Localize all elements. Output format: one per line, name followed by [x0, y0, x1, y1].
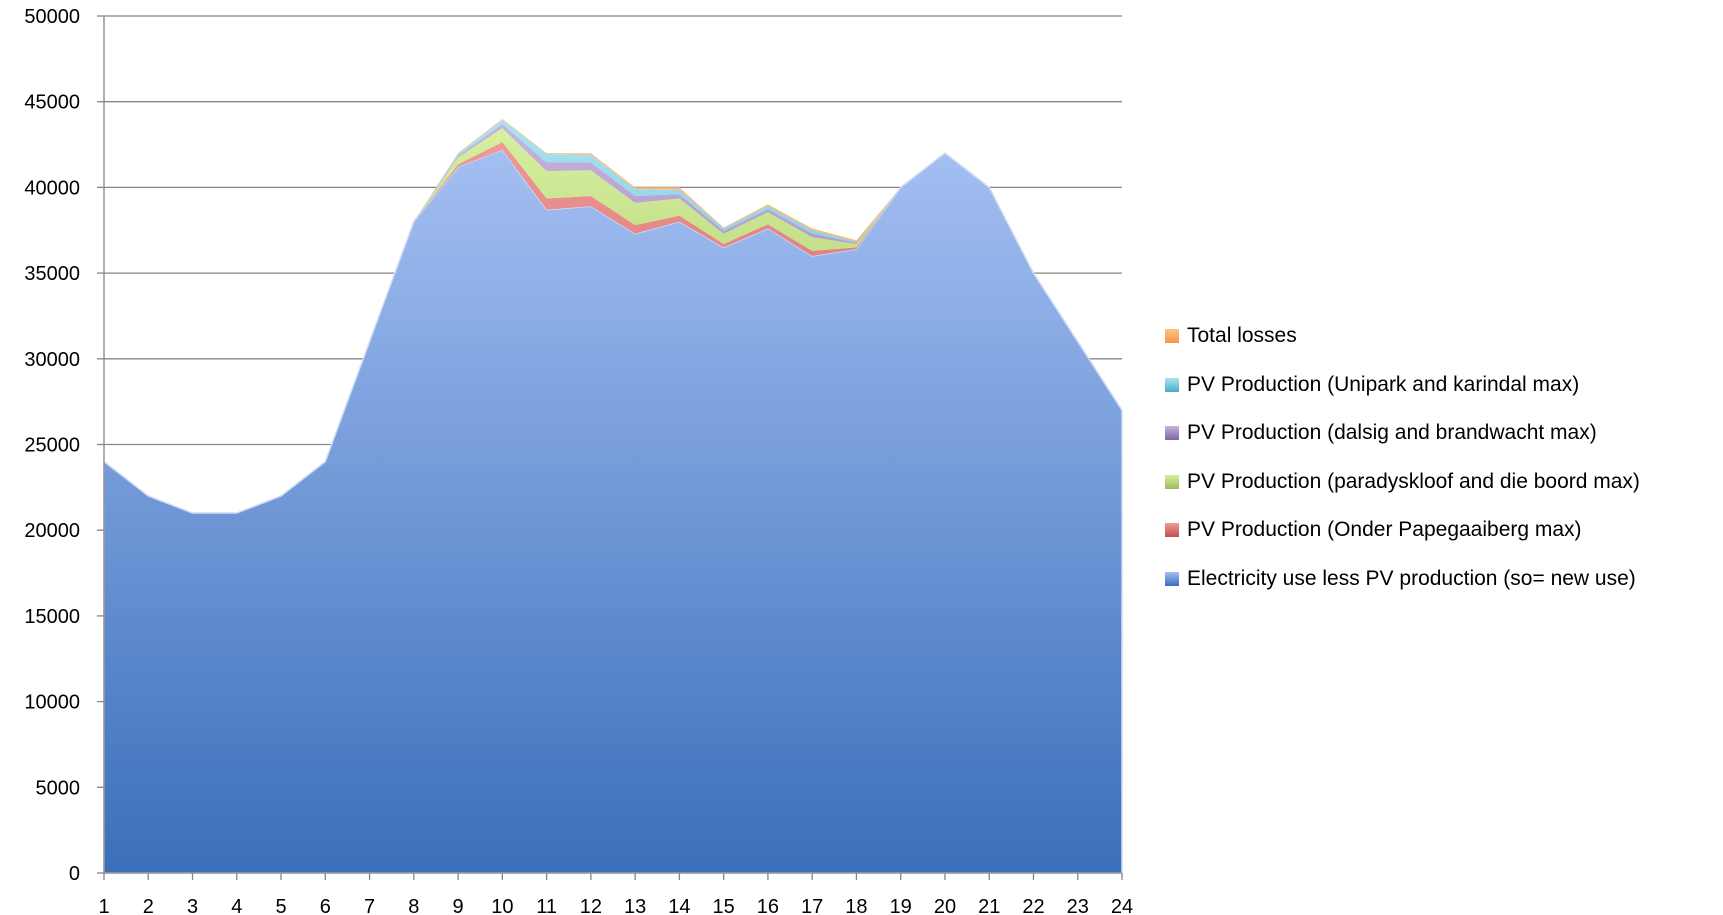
x-axis-tick-labels: 1 2 3 4 5 6 7 8 9 10 11 12 13 14 15 16 17 18 19 20 21 22 23 24: [98, 896, 1133, 915]
legend: Total losses PV Production (Unipark and k…: [1165, 312, 1705, 603]
y-tick-label: 45000: [24, 92, 80, 114]
area-series-2: [104, 141, 1122, 514]
y-tick-label: 25000: [24, 435, 80, 457]
x-tick-label: 22: [1022, 896, 1044, 915]
y-tick-label: 15000: [24, 606, 80, 628]
legend-label: Total losses: [1187, 324, 1297, 348]
x-tick-label: 17: [801, 896, 823, 915]
legend-item: Total losses: [1165, 312, 1705, 361]
legend-swatch: [1165, 377, 1179, 392]
y-axis-tick-labels: 0 5000 10000 15000 20000 25000 30000 35000 40000…: [24, 6, 80, 885]
x-tick-label: 11: [536, 896, 557, 915]
x-tick-label: 24: [1111, 896, 1133, 915]
x-tick-label: 5: [275, 896, 286, 915]
axes: [97, 15, 1123, 880]
y-tick-label: 5000: [36, 777, 81, 799]
legend-label: PV Production (paradyskloof and die boor…: [1187, 469, 1640, 493]
y-tick-label: 30000: [24, 349, 80, 371]
x-tick-label: 3: [187, 896, 198, 915]
legend-item: PV Production (paradyskloof and die boor…: [1165, 458, 1705, 507]
x-tick-label: 20: [934, 896, 956, 915]
legend-label: PV Production (Unipark and karindal max): [1187, 372, 1580, 396]
legend-swatch: [1165, 426, 1179, 441]
x-tick-label: 15: [713, 896, 735, 915]
x-tick-label: 14: [668, 896, 690, 915]
legend-item: PV Production (dalsig and brandwacht max…: [1165, 409, 1705, 458]
x-tick-label: 19: [890, 896, 912, 915]
area-series-1: [103, 148, 1123, 874]
x-tick-label: 21: [978, 896, 1000, 915]
legend-item: PV Production (Onder Papegaaiberg max): [1165, 506, 1705, 555]
x-tick-label: 16: [757, 896, 779, 915]
x-tick-label: 18: [845, 896, 867, 915]
legend-label: PV Production (Onder Papegaaiberg max): [1187, 518, 1582, 542]
legend-swatch: [1165, 474, 1179, 489]
x-tick-label: 10: [491, 896, 513, 915]
y-tick-label: 20000: [24, 520, 80, 542]
x-tick-label: 7: [364, 896, 375, 915]
y-tick-label: 50000: [24, 6, 80, 28]
x-tick-label: 6: [320, 896, 331, 915]
area-series-3: [104, 128, 1122, 514]
legend-label: Electricity use less PV production (so= …: [1187, 566, 1636, 590]
legend-label: PV Production (dalsig and brandwacht max…: [1187, 421, 1597, 445]
y-tick-label: 0: [69, 863, 80, 885]
legend-swatch: [1165, 329, 1179, 344]
area-series: [103, 118, 1123, 874]
x-tick-label: 9: [453, 896, 464, 915]
y-tick-label: 10000: [24, 692, 80, 714]
legend-item: Electricity use less PV production (so= …: [1165, 555, 1705, 604]
x-tick-label: 13: [624, 896, 646, 915]
legend-item: PV Production (Unipark and karindal max): [1165, 361, 1705, 410]
y-tick-label: 40000: [24, 177, 80, 199]
x-tick-label: 1: [98, 896, 109, 915]
y-tick-label: 35000: [24, 263, 80, 285]
legend-swatch: [1165, 523, 1179, 538]
x-tick-label: 12: [580, 896, 602, 915]
legend-swatch: [1165, 571, 1179, 586]
x-tick-label: 23: [1067, 896, 1089, 915]
x-tick-label: 4: [231, 896, 242, 915]
x-tick-label: 8: [408, 896, 419, 915]
x-tick-label: 2: [143, 896, 154, 915]
